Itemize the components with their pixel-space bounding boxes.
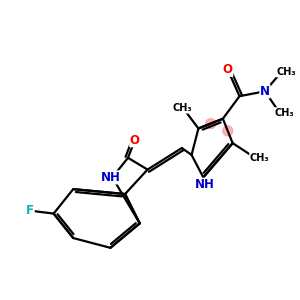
Text: CH₃: CH₃ (276, 67, 296, 77)
Text: CH₃: CH₃ (250, 153, 269, 163)
Text: NH: NH (101, 171, 121, 184)
Circle shape (206, 118, 216, 129)
Text: NH: NH (195, 178, 215, 191)
Text: O: O (130, 134, 140, 147)
Text: F: F (26, 204, 34, 217)
Text: CH₃: CH₃ (274, 108, 294, 118)
Text: N: N (260, 85, 270, 98)
Text: O: O (223, 63, 233, 76)
Circle shape (223, 126, 233, 136)
Text: CH₃: CH₃ (172, 103, 192, 113)
